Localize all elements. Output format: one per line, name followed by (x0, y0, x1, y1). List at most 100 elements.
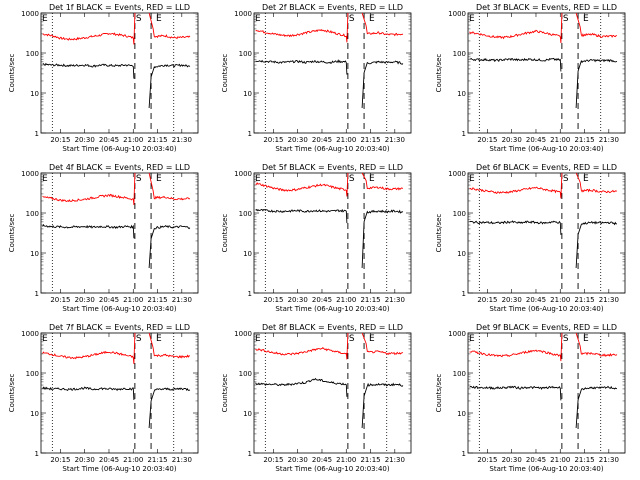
marker-e-right: E (369, 174, 375, 184)
marker-e-left: E (255, 334, 261, 344)
series-events-line (42, 62, 191, 109)
panel-title: Det 6f BLACK = Events, RED = LLD (476, 163, 617, 172)
series-events-line (469, 220, 618, 269)
y-axis-label: Counts/sec (221, 214, 229, 253)
y-axis-label: Counts/sec (435, 54, 443, 93)
panel-title: Det 7f BLACK = Events, RED = LLD (49, 323, 190, 332)
marker-e-right: E (583, 14, 589, 24)
y-tick-label: 1 (248, 130, 252, 138)
y-tick-label: 100 (26, 50, 39, 58)
x-tick-label: 20:15 (50, 296, 70, 304)
x-tick-label: 20:45 (99, 296, 119, 304)
x-axis-label: Start Time (06-Aug-10 20:03:40) (275, 145, 389, 153)
marker-e-right: E (583, 334, 589, 344)
panel-det-6: Det 6f BLACK = Events, RED = LLD 1 10 100 10… (435, 163, 626, 313)
y-tick-label: 10 (243, 90, 252, 98)
y-tick-label: 1000 (448, 330, 466, 338)
x-tick-label: 21:30 (599, 136, 619, 144)
x-tick-label: 21:15 (360, 136, 380, 144)
x-tick-label: 20:30 (502, 456, 522, 464)
y-tick-label: 10 (30, 90, 39, 98)
y-tick-label: 100 (453, 210, 466, 218)
y-tick-label: 1 (462, 290, 466, 298)
series-events-line (469, 57, 618, 109)
x-tick-label: 21:00 (550, 136, 570, 144)
x-tick-label: 20:15 (477, 136, 497, 144)
y-tick-label: 10 (457, 90, 466, 98)
marker-s: S (349, 334, 355, 344)
x-axis-label: Start Time (06-Aug-10 20:03:40) (275, 465, 389, 473)
x-tick-label: 20:45 (99, 136, 119, 144)
panel-title: Det 5f BLACK = Events, RED = LLD (262, 163, 403, 172)
marker-s: S (563, 174, 569, 184)
x-tick-label: 21:30 (385, 296, 405, 304)
series-events-line (255, 208, 404, 269)
x-tick-label: 21:15 (360, 296, 380, 304)
y-tick-label: 10 (243, 410, 252, 418)
marker-s: S (136, 174, 142, 184)
panel-title: Det 1f BLACK = Events, RED = LLD (49, 3, 190, 12)
x-tick-label: 20:15 (477, 456, 497, 464)
marker-e-right: E (369, 334, 375, 344)
series-lld-line (469, 172, 618, 199)
x-tick-label: 20:45 (312, 456, 332, 464)
y-tick-label: 10 (243, 250, 252, 258)
y-tick-label: 100 (26, 370, 39, 378)
x-axis-label: Start Time (06-Aug-10 20:03:40) (62, 145, 176, 153)
marker-s: S (349, 174, 355, 184)
y-tick-label: 1000 (21, 330, 39, 338)
x-axis-label: Start Time (06-Aug-10 20:03:40) (489, 305, 603, 313)
panel-det-9: Det 9f BLACK = Events, RED = LLD 1 10 100 10… (435, 323, 626, 473)
panel-det-3: Det 3f BLACK = Events, RED = LLD 1 10 100 10… (435, 3, 626, 153)
y-tick-label: 1 (248, 450, 252, 458)
panel-title: Det 3f BLACK = Events, RED = LLD (476, 3, 617, 12)
marker-e-left: E (42, 14, 48, 24)
x-tick-label: 21:15 (360, 456, 380, 464)
series-lld-line (255, 332, 404, 360)
plot-frame (467, 172, 626, 294)
y-tick-label: 10 (30, 250, 39, 258)
x-tick-label: 20:45 (526, 456, 546, 464)
y-tick-label: 100 (239, 210, 252, 218)
x-tick-label: 21:00 (336, 136, 356, 144)
plot-frame (40, 172, 199, 294)
x-tick-label: 20:15 (263, 136, 283, 144)
x-tick-label: 20:15 (263, 456, 283, 464)
x-tick-label: 21:00 (550, 456, 570, 464)
plot-frame (467, 12, 626, 134)
x-tick-label: 20:45 (312, 296, 332, 304)
y-axis-label: Counts/sec (221, 54, 229, 93)
x-tick-label: 20:15 (50, 456, 70, 464)
marker-e-right: E (156, 334, 162, 344)
marker-s: S (136, 14, 142, 24)
plot-frame (253, 172, 412, 294)
panel-det-1: Det 1f BLACK = Events, RED = LLD 1 10 100 10… (8, 3, 199, 153)
x-tick-label: 21:30 (172, 296, 192, 304)
plot-frame (253, 12, 412, 134)
x-tick-label: 20:45 (312, 136, 332, 144)
panel-det-8: Det 8f BLACK = Events, RED = LLD 1 10 100 10… (221, 323, 412, 473)
marker-e-left: E (42, 334, 48, 344)
y-tick-label: 10 (30, 410, 39, 418)
y-tick-label: 1000 (448, 10, 466, 18)
marker-e-left: E (469, 174, 475, 184)
x-tick-label: 21:30 (599, 456, 619, 464)
panel-det-5: Det 5f BLACK = Events, RED = LLD 1 10 100 10… (221, 163, 412, 313)
series-lld-line (255, 12, 404, 43)
y-tick-label: 100 (453, 370, 466, 378)
x-tick-label: 20:30 (502, 136, 522, 144)
y-axis-label: Counts/sec (8, 374, 16, 413)
x-tick-label: 21:15 (574, 136, 594, 144)
x-axis-label: Start Time (06-Aug-10 20:03:40) (489, 145, 603, 153)
panel-title: Det 4f BLACK = Events, RED = LLD (49, 163, 190, 172)
x-tick-label: 21:30 (385, 456, 405, 464)
x-tick-label: 20:30 (288, 456, 308, 464)
plot-frame (40, 332, 199, 454)
y-axis-label: Counts/sec (8, 54, 16, 93)
series-lld-line (469, 12, 617, 44)
plot-frame (253, 332, 412, 454)
y-tick-label: 10 (457, 410, 466, 418)
x-tick-label: 21:15 (147, 296, 167, 304)
y-axis-label: Counts/sec (221, 374, 229, 413)
plot-frame (467, 332, 626, 454)
